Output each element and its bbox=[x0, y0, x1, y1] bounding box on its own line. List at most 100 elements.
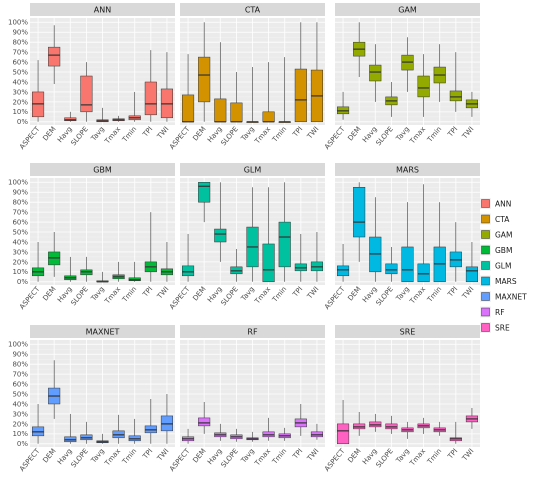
box-mars-slope bbox=[385, 246, 398, 282]
legend-item-maxnet: MAXNET bbox=[480, 291, 527, 302]
x-tick-label: DEM bbox=[41, 285, 57, 302]
box-mars-twi bbox=[465, 241, 478, 283]
box-glm-slope bbox=[230, 248, 243, 282]
box-sre-twi bbox=[465, 407, 478, 429]
box-ann-dem bbox=[48, 25, 61, 84]
facet-panel-gbm: GBM 0% 10% 20% 30% 40% 50% 60%70% 80% 90% 100% ASPE… bbox=[8, 163, 175, 311]
box-glm-twi bbox=[310, 232, 323, 282]
box-gbm-tmin bbox=[128, 261, 141, 282]
box-gbm-tmax bbox=[112, 261, 125, 282]
box-body bbox=[278, 221, 291, 268]
box-sre-dem bbox=[353, 411, 366, 436]
facet-strip-label: SRE bbox=[400, 328, 416, 337]
legend-item-gbm: GBM bbox=[480, 244, 512, 256]
legend-item-glm: GLM bbox=[480, 260, 511, 271]
y-tick-label: 50% bbox=[12, 390, 28, 398]
y-tick-label: 10% bbox=[12, 268, 28, 276]
box-rf-tavg bbox=[246, 431, 259, 442]
facet-strip-label: MARS bbox=[396, 166, 419, 175]
box-glm-tmax bbox=[262, 187, 275, 283]
x-tick-label: Tmin bbox=[120, 447, 138, 466]
box-ann-aspect bbox=[32, 60, 45, 122]
x-tick-label: DEM bbox=[346, 285, 362, 302]
x-tick-label: TPI bbox=[291, 125, 305, 139]
y-tick-label: 10% bbox=[12, 430, 28, 438]
box-body bbox=[401, 246, 414, 283]
box-sre-tavg bbox=[401, 421, 414, 439]
x-tick-label: Tmax bbox=[103, 285, 122, 306]
box-mars-dem bbox=[353, 182, 366, 262]
box-body bbox=[182, 94, 195, 123]
y-tick-label: 100% bbox=[8, 19, 28, 27]
box-gam-tavg bbox=[401, 37, 414, 92]
facet-strip bbox=[335, 325, 480, 338]
facet-strip-label: ANN bbox=[94, 6, 111, 15]
x-tick-label: ASPECT bbox=[18, 285, 42, 311]
facet-strip-label: GAM bbox=[398, 6, 417, 15]
legend-label: RF bbox=[495, 308, 505, 317]
box-rf-aspect bbox=[182, 428, 195, 444]
x-tick-label: Tmax bbox=[253, 447, 272, 468]
legend-label: ANN bbox=[495, 200, 511, 209]
box-ann-twi bbox=[160, 52, 173, 122]
y-tick-label: 100% bbox=[8, 179, 28, 187]
box-body bbox=[198, 417, 211, 427]
x-tick-label: SLOPE bbox=[219, 285, 239, 307]
x-tick-label: SLOPE bbox=[219, 125, 239, 147]
box-body bbox=[337, 265, 350, 277]
x-tick-label: Tmin bbox=[425, 125, 443, 144]
facet-strip bbox=[180, 325, 325, 338]
box-gbm-havg bbox=[64, 256, 77, 282]
box-mars-tavg bbox=[401, 202, 414, 283]
x-tick-label: DEM bbox=[191, 447, 207, 464]
box-rf-slope bbox=[230, 428, 243, 442]
facet-strip bbox=[180, 3, 325, 16]
y-tick-label: 90% bbox=[12, 29, 28, 37]
legend-key-swatch bbox=[481, 245, 490, 255]
legend-label: CTA bbox=[495, 215, 510, 224]
box-body bbox=[230, 102, 243, 123]
y-tick-label: 70% bbox=[12, 371, 28, 379]
legend-key-swatch bbox=[481, 230, 490, 239]
y-tick-label: 0% bbox=[17, 440, 28, 448]
x-tick-label: TWI bbox=[155, 125, 170, 141]
x-tick-label: TWI bbox=[460, 285, 475, 301]
x-tick-label: Tmin bbox=[270, 285, 288, 304]
facet-strip bbox=[180, 163, 325, 176]
box-ann-tmax bbox=[112, 115, 125, 122]
box-rf-dem bbox=[198, 401, 211, 434]
x-tick-label: TWI bbox=[305, 125, 320, 141]
box-body bbox=[198, 56, 211, 103]
box-cta-dem bbox=[198, 22, 211, 122]
facet-strip-label: CTA bbox=[245, 6, 261, 15]
box-glm-tpi bbox=[294, 234, 307, 282]
box-gam-tmax bbox=[417, 54, 430, 117]
y-tick-label: 30% bbox=[12, 88, 28, 96]
box-rf-tpi bbox=[294, 403, 307, 436]
box-cta-slope bbox=[230, 72, 243, 123]
y-tick-label: 20% bbox=[12, 420, 28, 428]
box-glm-tavg bbox=[246, 187, 259, 282]
box-body bbox=[198, 182, 211, 203]
x-tick-label: ASPECT bbox=[168, 285, 192, 311]
box-gam-tmin bbox=[433, 44, 446, 102]
facet-strip bbox=[335, 3, 480, 16]
x-tick-label: Tmin bbox=[425, 447, 443, 466]
box-sre-aspect bbox=[337, 400, 350, 445]
x-tick-label: Tmin bbox=[270, 125, 288, 144]
box-gam-dem bbox=[353, 22, 366, 78]
box-body bbox=[262, 243, 275, 283]
legend-item-ann: ANN bbox=[480, 198, 511, 209]
legend-key-swatch bbox=[481, 307, 490, 317]
x-tick-label: SLOPE bbox=[69, 285, 89, 307]
box-cta-havg bbox=[214, 42, 227, 123]
y-tick-label: 40% bbox=[12, 78, 28, 86]
box-body bbox=[337, 423, 350, 445]
x-tick-label: SLOPE bbox=[374, 125, 394, 147]
box-maxnet-twi bbox=[160, 394, 173, 444]
y-tick-label: 80% bbox=[12, 39, 28, 47]
facet-strip bbox=[335, 163, 480, 176]
